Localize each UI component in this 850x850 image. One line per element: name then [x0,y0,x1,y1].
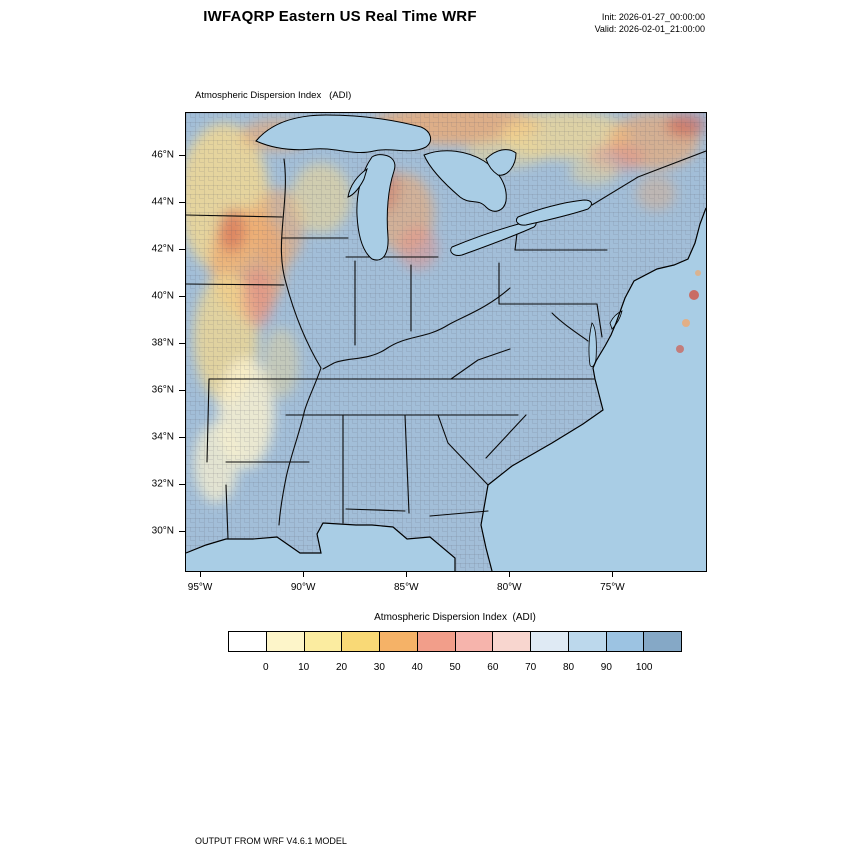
colorbar-tick-label: 60 [487,662,499,673]
georgian-bay [485,149,517,176]
run-times: Init: 2026-01-27_00:00:00 Valid: 2026-02… [595,11,705,35]
lat-tick-label: 42°N [151,243,174,255]
lake-michigan [356,154,396,261]
colorbar-cell [229,632,266,651]
colorbar-tick-label: 20 [335,662,348,673]
colorbar-cell [605,632,644,651]
colorbar-tick-label: 40 [411,662,423,673]
great-lakes [255,114,623,367]
lon-tick-label: 75°W [600,582,625,593]
page-title: IWFAQRP Eastern US Real Time WRF [203,8,477,25]
model-output-line: OUTPUT FROM WRF V4.6.1 MODEL [195,836,347,846]
lat-tick-label: 44°N [151,196,174,208]
colorbar-title: Atmospheric Dispersion Index (ADI) [374,612,536,623]
colorbar-tick-label: 90 [600,662,612,673]
lake-ontario [515,199,592,226]
lon-tick-label: 80°W [497,582,522,593]
colorbar-tick-label: 30 [373,662,385,673]
colorbar-cell [567,632,606,651]
colorbar-tick-label: 80 [562,662,575,673]
colorbar-cell [379,632,417,651]
colorbar [228,631,682,652]
coastline [186,207,706,571]
colorbar-cell [454,632,493,651]
colorbar-cell [416,632,455,651]
colorbar-cell [530,632,568,651]
lat-tick-label: 38°N [151,337,174,349]
lat-tick-label: 36°N [151,384,174,396]
valid-time: Valid: 2026-02-01_21:00:00 [594,24,705,34]
colorbar-tick-label: 50 [449,662,461,673]
adi-map [185,112,707,572]
lake-superior [255,114,432,154]
green-bay [347,167,368,198]
colorbar-cell [265,632,304,651]
lon-tick-label: 85°W [393,582,419,593]
lon-tick-label: 95°W [187,582,213,593]
lat-tick-label: 30°N [151,525,174,537]
colorbar-cell [341,632,379,651]
lake-erie [450,220,537,256]
lat-tick-label: 40°N [151,290,174,302]
lake-huron [423,150,507,212]
colorbar-tick-label: 10 [298,662,310,673]
model-info: OUTPUT FROM WRF V4.6.1 MODEL WE = 310 ; … [195,811,549,850]
colorbar-cell [303,632,342,651]
county-boundaries [186,113,706,571]
colorbar-tick-label: 70 [525,662,537,673]
colorbar-tick-label: 100 [635,662,653,673]
state-boundaries [186,150,706,540]
lat-tick-label: 34°N [151,431,174,443]
lat-tick-label: 32°N [151,478,174,490]
lat-tick-label: 46°N [151,149,174,161]
init-time: Init: 2026-01-27_00:00:00 [601,12,705,22]
map-field-label: Atmospheric Dispersion Index (ADI) [195,90,352,101]
colorbar-cell [492,632,530,651]
lon-tick-label: 90°W [290,582,316,593]
colorbar-cell [643,632,681,651]
colorbar-tick-label: 0 [263,662,269,673]
offshore-low-adi-spots [676,270,701,353]
adi-map-canvas [186,113,706,571]
